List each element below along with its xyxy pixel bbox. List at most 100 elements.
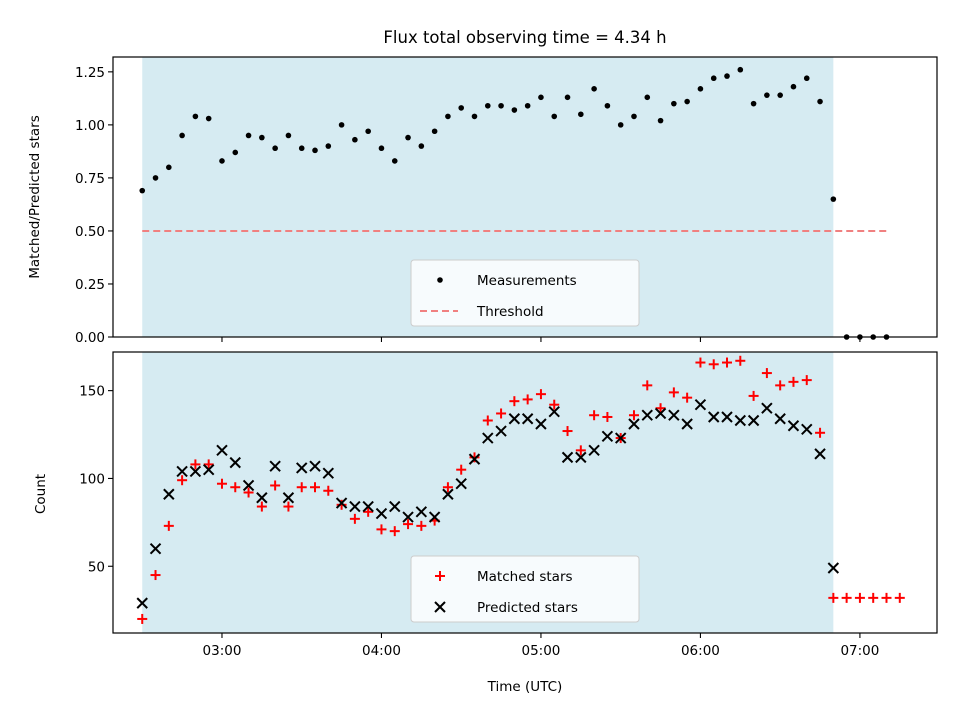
series-matched-stars [137,355,905,624]
x-tick-label: 03:00 [203,643,242,659]
data-point [484,102,491,109]
data-point [735,355,746,366]
data-point [150,570,161,581]
data-point [814,448,826,460]
data-point [378,145,385,152]
data-point [628,410,639,421]
data-point [774,413,786,425]
data-point [697,86,704,92]
data-point [482,415,493,426]
data-point [139,187,146,194]
data-point [828,592,839,603]
data-point [894,592,905,603]
data-point [322,467,335,479]
data-point [229,456,241,469]
y-tick-label: 0.00 [75,330,105,346]
data-point [694,398,707,411]
data-point [335,497,348,509]
data-point [469,452,480,463]
data-point [535,389,546,400]
data-point [352,136,358,143]
data-point [495,425,507,437]
data-point [389,526,400,537]
data-point [152,175,159,181]
data-point [548,406,560,418]
legend-item: Threshold [420,304,544,320]
y-tick-label: 1.25 [75,65,105,81]
data-point [256,501,267,512]
data-point [179,132,185,139]
data-point [747,414,760,427]
data-point [655,403,666,414]
data-point [575,451,587,464]
x-tick-label: 05:00 [521,643,560,659]
data-point [535,418,547,430]
data-point [391,158,398,164]
data-point [282,492,295,504]
y-tick-label: 0.75 [75,171,105,187]
x-tick-label: 04:00 [362,643,401,659]
data-point [269,460,281,472]
y-tick-label: 0.50 [75,224,105,240]
data-point [684,98,690,105]
legend-item: Predicted stars [434,600,578,616]
data-point [617,122,624,128]
data-point [748,390,759,401]
data-point [602,411,613,422]
data-point [203,459,214,470]
data-point [575,445,586,456]
legend: Matched stars Predicted stars [410,555,640,623]
data-point [190,459,201,470]
legend-item: Measurements [437,273,577,289]
series-predicted-stars [136,398,840,609]
data-point [283,501,294,512]
x-tick-label: 07:00 [840,643,879,659]
data-point [192,113,199,120]
data-point [349,500,361,513]
data-point [737,66,744,73]
data-point [578,111,584,118]
data-point [363,506,374,517]
data-point [601,430,614,443]
figure-title: Flux total observing time = 4.34 h [383,28,666,47]
data-point [205,115,212,122]
data-point [668,387,679,398]
data-point [722,357,733,368]
data-point [524,102,531,109]
data-point [442,488,454,500]
legend-x-swatch [434,601,446,613]
data-point [362,500,374,513]
data-point [854,592,865,603]
data-point [511,107,518,113]
data-point [365,128,371,135]
data-point [137,613,148,624]
data-point [817,98,823,105]
data-point [376,524,387,535]
data-point [232,149,239,156]
data-point [216,478,227,489]
x-tick-label: 06:00 [681,643,720,659]
data-point [642,380,653,391]
data-point [245,132,252,139]
data-point [312,147,318,154]
legend-item: Matched stars [435,569,573,585]
data-point [761,368,772,379]
data-point [682,392,693,403]
data-point [403,519,414,530]
data-point [538,94,544,101]
data-point [242,479,255,492]
data-point [868,592,879,603]
data-point [482,432,494,444]
data-point [628,418,640,430]
data-point [468,453,481,465]
top-panel: 0.00 0.25 0.50 0.75 1.00 1.25 Measurements Thre… [75,56,938,346]
data-point [591,86,597,92]
legend-label: Measurements [477,273,577,289]
data-point [589,410,600,421]
data-point [230,482,241,493]
data-point [310,482,321,493]
data-point [522,394,533,405]
data-point [827,562,840,574]
bottom-y-axis-label: Count [33,474,49,514]
